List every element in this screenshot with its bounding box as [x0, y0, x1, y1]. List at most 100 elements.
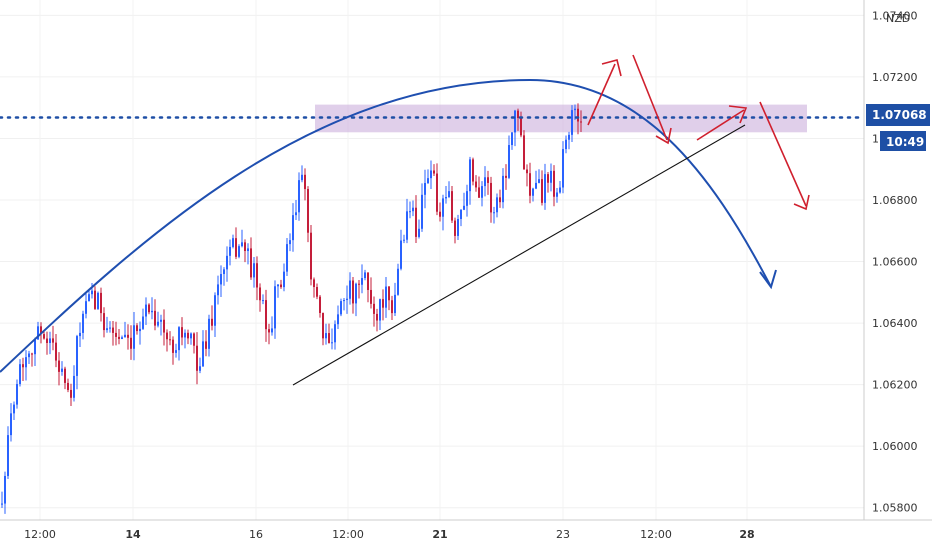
candle-body: [166, 332, 168, 340]
candle-body: [496, 197, 498, 213]
candle-body: [508, 145, 510, 178]
x-tick-label: 21: [432, 528, 447, 541]
candle-body: [67, 382, 69, 390]
candle-body: [223, 269, 225, 275]
candle-body: [61, 368, 63, 372]
candle-body: [157, 321, 159, 326]
x-tick-label: 23: [556, 528, 570, 541]
candle-body: [253, 263, 255, 278]
candle-body: [205, 341, 207, 349]
price-axis-background[interactable]: [864, 0, 932, 520]
candle-body: [262, 300, 264, 302]
candle-body: [181, 327, 183, 338]
projection-arrow-line: [632, 54, 668, 141]
candle-body: [538, 179, 540, 183]
candle-body: [559, 187, 561, 193]
candle-body: [433, 170, 435, 174]
candle-body: [379, 299, 381, 321]
candle-body: [91, 290, 93, 295]
candle-body: [280, 284, 282, 288]
candle-body: [316, 287, 318, 297]
y-tick-label: 1.06600: [872, 256, 918, 269]
candle-body: [502, 175, 504, 203]
countdown-label: 10:49: [886, 135, 924, 149]
x-tick-label: 12:00: [24, 528, 56, 541]
candle-body: [247, 248, 249, 252]
candle-body: [271, 328, 273, 333]
time-axis-background[interactable]: [0, 520, 864, 550]
candle-body: [217, 284, 219, 296]
candle-body: [283, 271, 285, 288]
candle-body: [424, 183, 426, 195]
projection-arrowhead: [655, 127, 672, 145]
arc-arrowhead: [759, 269, 777, 290]
candle-body: [463, 205, 465, 210]
candle-body: [523, 135, 525, 170]
candle-body: [292, 215, 294, 241]
candle-body: [397, 268, 399, 295]
y-tick-label: 1.05800: [872, 502, 918, 515]
candle-body: [286, 244, 288, 272]
candle-body: [289, 240, 291, 245]
candle-body: [505, 175, 507, 178]
candle-body: [40, 326, 42, 335]
candle-body: [577, 108, 579, 122]
candle-body: [73, 375, 75, 398]
candle-body: [193, 333, 195, 346]
candle-body: [235, 238, 237, 257]
projection-arrowhead: [601, 59, 622, 77]
candle-body: [103, 313, 105, 331]
candle-body: [445, 196, 447, 199]
candle-body: [535, 182, 537, 189]
projection-arrows[interactable]: [587, 54, 810, 211]
projection-arc[interactable]: [0, 78, 771, 373]
candle-body: [457, 219, 459, 236]
candle-body: [382, 299, 384, 308]
candle-body: [481, 186, 483, 198]
candle-body: [415, 207, 417, 237]
candle-body: [88, 294, 90, 302]
candle-body: [484, 177, 486, 187]
candle-body: [343, 300, 345, 302]
candle-body: [532, 188, 534, 196]
x-tick-label: 28: [739, 528, 754, 541]
candle-body: [499, 197, 501, 203]
candle-body: [394, 294, 396, 314]
x-tick-label: 12:00: [640, 528, 672, 541]
candle-body: [268, 329, 270, 333]
candle-body: [409, 211, 411, 213]
candle-body: [208, 318, 210, 349]
candle-body: [52, 338, 54, 343]
candle-body: [136, 325, 138, 332]
candle-body: [229, 246, 231, 256]
candle-body: [550, 170, 552, 183]
candle-body: [298, 180, 300, 213]
candle-body: [184, 332, 186, 338]
candle-body: [541, 179, 543, 203]
candle-body: [448, 191, 450, 197]
candle-body: [517, 110, 519, 119]
countdown-badge: 10:49: [880, 131, 926, 151]
x-tick-label: 14: [125, 528, 141, 541]
candle-body: [514, 110, 516, 133]
candle-body: [94, 290, 96, 309]
candle-body: [4, 475, 6, 504]
candle-body: [553, 170, 555, 197]
support-trendline[interactable]: [292, 124, 746, 386]
candle-body: [568, 134, 570, 140]
projection-arrowhead: [728, 105, 748, 124]
x-tick-label: 12:00: [332, 528, 364, 541]
candle-body: [388, 286, 390, 301]
candle-body: [421, 194, 423, 229]
candle-body: [337, 314, 339, 325]
candle-body: [301, 174, 303, 181]
candle-body: [265, 300, 267, 330]
candle-body: [118, 336, 120, 339]
candle-body: [109, 327, 111, 329]
candle-body: [460, 209, 462, 220]
grid-layer: [0, 0, 864, 520]
candle-body: [220, 274, 222, 285]
candle-body: [238, 246, 240, 257]
candle-body: [85, 301, 87, 314]
